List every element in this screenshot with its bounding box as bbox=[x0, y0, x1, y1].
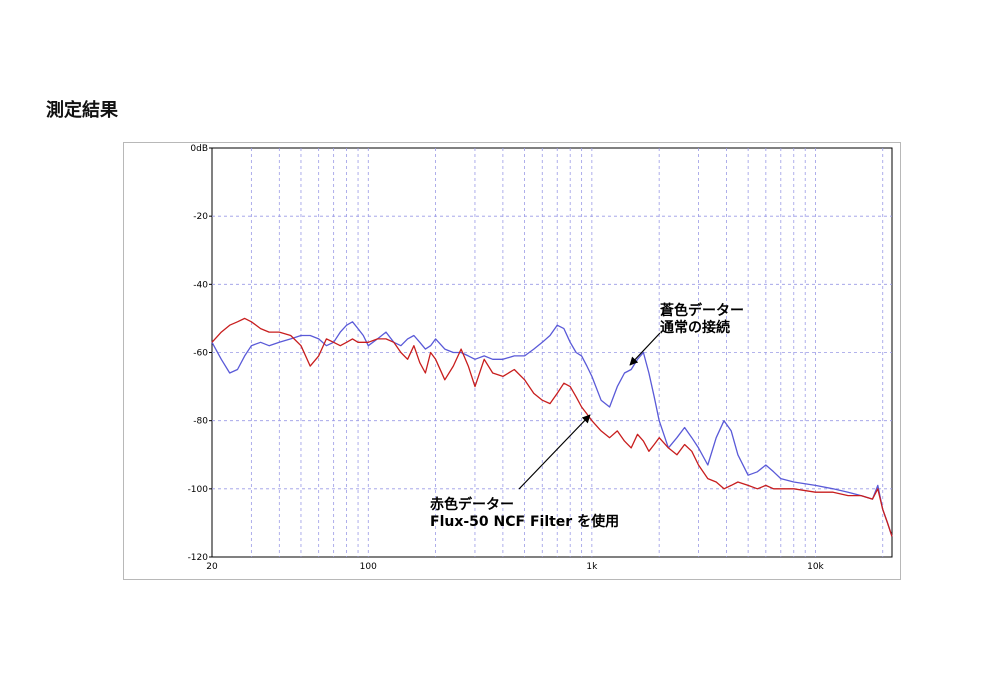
y-tick-label: -20 bbox=[193, 212, 208, 222]
annotation-red-arrow bbox=[518, 414, 591, 490]
x-tick-label: 1k bbox=[586, 562, 598, 572]
y-tick-label: -80 bbox=[193, 417, 208, 427]
x-tick-label: 10k bbox=[807, 562, 824, 572]
y-tick-label: -100 bbox=[188, 485, 209, 495]
annotation-blue-arrow bbox=[629, 332, 661, 366]
y-tick-label: -40 bbox=[193, 280, 208, 290]
annotation-red-text: 赤色データー Flux-50 NCF Filter を使用 bbox=[430, 496, 619, 530]
y-tick-label: -120 bbox=[188, 553, 209, 563]
annotation-blue-text: 蒼色データー通常の接続 bbox=[660, 302, 744, 336]
frequency-response-chart: 0dB -20 -40 -60 -80 -100 -120 20 100 1k 10k 蒼色データー… bbox=[123, 142, 901, 580]
series-line-red bbox=[211, 317, 893, 537]
y-tick-label: 0dB bbox=[190, 144, 208, 154]
y-tick-label: -60 bbox=[193, 349, 208, 359]
x-tick-label: 20 bbox=[206, 562, 218, 572]
x-tick-label: 100 bbox=[360, 562, 377, 572]
page-heading: 測定結果 bbox=[46, 100, 118, 121]
series-line-blue bbox=[211, 321, 893, 537]
